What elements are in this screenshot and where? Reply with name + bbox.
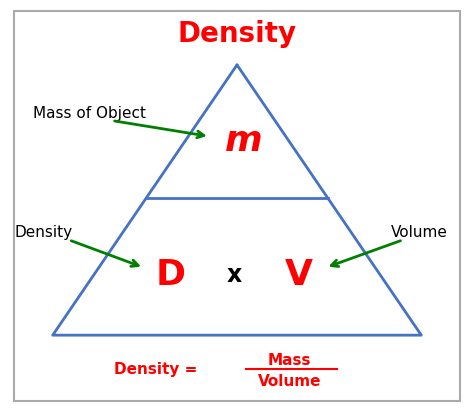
Text: Volume: Volume bbox=[391, 225, 447, 240]
Text: m: m bbox=[225, 124, 263, 158]
Text: x: x bbox=[227, 262, 242, 286]
Text: Volume: Volume bbox=[257, 373, 321, 388]
Text: Density: Density bbox=[177, 20, 297, 48]
Text: Mass of Object: Mass of Object bbox=[33, 106, 146, 121]
Text: D: D bbox=[156, 257, 186, 291]
Text: Density: Density bbox=[15, 225, 73, 240]
Text: Density =: Density = bbox=[114, 361, 203, 377]
Text: V: V bbox=[284, 257, 312, 291]
Text: Mass: Mass bbox=[268, 351, 311, 367]
